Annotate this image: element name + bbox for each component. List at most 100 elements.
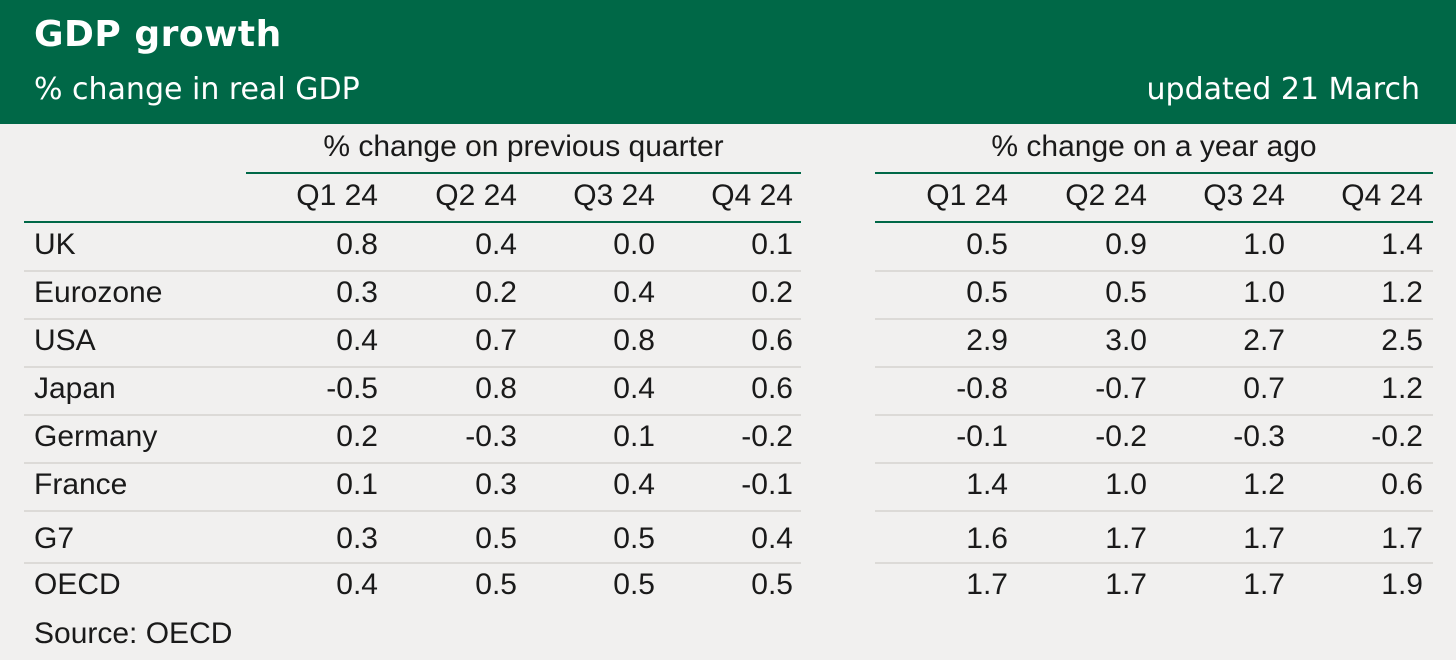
row-label: G7 bbox=[34, 521, 74, 557]
row-divider bbox=[875, 270, 1433, 272]
row-divider bbox=[875, 414, 1433, 416]
column-group-rule bbox=[246, 172, 801, 174]
table-cell: 0.7 bbox=[1155, 371, 1285, 407]
table-cell: 0.5 bbox=[663, 567, 793, 603]
column-group-header: % change on a year ago bbox=[875, 129, 1433, 165]
table-cell: 0.3 bbox=[387, 467, 517, 503]
table-cell: 0.5 bbox=[878, 227, 1008, 263]
source-note: Source: OECD bbox=[34, 616, 232, 652]
table-cell: 0.2 bbox=[663, 275, 793, 311]
table-cell: 1.2 bbox=[1293, 371, 1423, 407]
table-cell: 0.4 bbox=[525, 467, 655, 503]
header-banner: GDP growth % change in real GDP updated … bbox=[0, 0, 1456, 124]
table-cell: 0.9 bbox=[1017, 227, 1147, 263]
table-cell: 1.6 bbox=[878, 521, 1008, 557]
table-cell: -0.1 bbox=[878, 419, 1008, 455]
table-cell: 0.3 bbox=[248, 275, 378, 311]
table-cell: 0.4 bbox=[248, 323, 378, 359]
table-cell: 2.9 bbox=[878, 323, 1008, 359]
row-divider bbox=[24, 414, 801, 416]
column-header: Q3 24 bbox=[525, 178, 655, 214]
table-cell: 0.2 bbox=[387, 275, 517, 311]
table-cell: 0.1 bbox=[248, 467, 378, 503]
table-cell: -0.3 bbox=[1155, 419, 1285, 455]
table-cell: 1.2 bbox=[1155, 467, 1285, 503]
table-cell: -0.2 bbox=[663, 419, 793, 455]
table-cell: 0.8 bbox=[525, 323, 655, 359]
column-header: Q2 24 bbox=[387, 178, 517, 214]
table-cell: 1.2 bbox=[1293, 275, 1423, 311]
row-divider bbox=[875, 462, 1433, 464]
table-cell: 0.1 bbox=[663, 227, 793, 263]
table-cell: 0.1 bbox=[525, 419, 655, 455]
row-label: Japan bbox=[34, 371, 116, 407]
table-cell: 0.4 bbox=[525, 371, 655, 407]
table-cell: 1.9 bbox=[1293, 567, 1423, 603]
table-cell: -0.5 bbox=[248, 371, 378, 407]
table-cell: 0.2 bbox=[248, 419, 378, 455]
table-cell: 0.8 bbox=[387, 371, 517, 407]
table-cell: 1.4 bbox=[1293, 227, 1423, 263]
table-cell: 0.7 bbox=[387, 323, 517, 359]
row-divider bbox=[24, 318, 801, 320]
table-cell: 1.7 bbox=[1293, 521, 1423, 557]
table-cell: 0.5 bbox=[878, 275, 1008, 311]
row-divider bbox=[24, 562, 801, 564]
table-cell: 0.3 bbox=[248, 521, 378, 557]
column-header: Q3 24 bbox=[1155, 178, 1285, 214]
table-cell: 1.7 bbox=[1017, 521, 1147, 557]
row-label: UK bbox=[34, 227, 76, 263]
row-label: USA bbox=[34, 323, 96, 359]
header-rule bbox=[24, 221, 801, 223]
table-cell: 0.6 bbox=[663, 371, 793, 407]
table-cell: 0.6 bbox=[1293, 467, 1423, 503]
table-cell: 1.0 bbox=[1017, 467, 1147, 503]
table-cell: -0.8 bbox=[878, 371, 1008, 407]
row-label: France bbox=[34, 467, 127, 503]
table-cell: 1.0 bbox=[1155, 275, 1285, 311]
table-cell: 0.5 bbox=[387, 567, 517, 603]
table-cell: 0.6 bbox=[663, 323, 793, 359]
column-group-header: % change on previous quarter bbox=[246, 129, 801, 165]
column-header: Q4 24 bbox=[663, 178, 793, 214]
table-cell: 1.4 bbox=[878, 467, 1008, 503]
table-cell: 0.5 bbox=[387, 521, 517, 557]
table-cell: 2.7 bbox=[1155, 323, 1285, 359]
column-header: Q1 24 bbox=[878, 178, 1008, 214]
table-cell: 0.0 bbox=[525, 227, 655, 263]
row-divider bbox=[875, 510, 1433, 512]
table-cell: 1.7 bbox=[878, 567, 1008, 603]
table-cell: 1.7 bbox=[1017, 567, 1147, 603]
page-title: GDP growth bbox=[34, 12, 282, 58]
table-cell: 0.4 bbox=[663, 521, 793, 557]
table-cell: 0.5 bbox=[525, 567, 655, 603]
row-divider bbox=[24, 366, 801, 368]
row-label: Germany bbox=[34, 419, 157, 455]
row-label: Eurozone bbox=[34, 275, 162, 311]
table-cell: -0.3 bbox=[387, 419, 517, 455]
column-header: Q4 24 bbox=[1293, 178, 1423, 214]
table-cell: 2.5 bbox=[1293, 323, 1423, 359]
table-cell: 1.0 bbox=[1155, 227, 1285, 263]
table-cell: 0.8 bbox=[248, 227, 378, 263]
row-divider bbox=[875, 562, 1433, 564]
row-divider bbox=[875, 318, 1433, 320]
header-rule bbox=[875, 221, 1433, 223]
table-cell: 1.7 bbox=[1155, 567, 1285, 603]
row-label: OECD bbox=[34, 567, 121, 603]
column-header: Q1 24 bbox=[248, 178, 378, 214]
table-cell: 1.7 bbox=[1155, 521, 1285, 557]
row-divider bbox=[875, 366, 1433, 368]
table-cell: 0.5 bbox=[1017, 275, 1147, 311]
table-cell: -0.1 bbox=[663, 467, 793, 503]
column-group-rule bbox=[875, 172, 1433, 174]
column-header: Q2 24 bbox=[1017, 178, 1147, 214]
updated-date: updated 21 March bbox=[1147, 70, 1420, 110]
table-cell: -0.7 bbox=[1017, 371, 1147, 407]
table-cell: -0.2 bbox=[1017, 419, 1147, 455]
table-cell: 3.0 bbox=[1017, 323, 1147, 359]
table-cell: 0.5 bbox=[525, 521, 655, 557]
table-cell: 0.4 bbox=[248, 567, 378, 603]
table-cell: 0.4 bbox=[525, 275, 655, 311]
table-cell: -0.2 bbox=[1293, 419, 1423, 455]
